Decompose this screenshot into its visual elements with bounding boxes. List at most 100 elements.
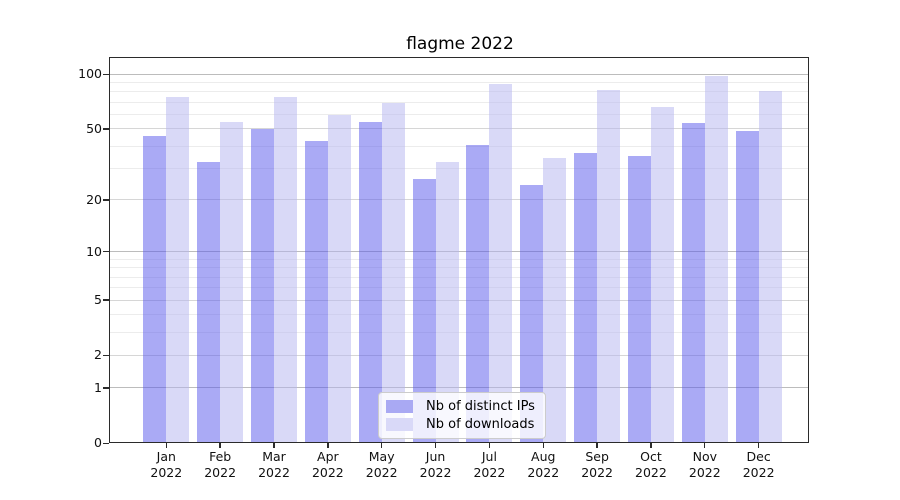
minor-gridline xyxy=(110,267,808,269)
x-tick-month: Apr xyxy=(317,449,339,465)
bar-downloads xyxy=(381,103,405,442)
legend-swatch-distinct-ips xyxy=(386,400,413,414)
x-tick-label: May 2022 xyxy=(354,449,410,481)
x-tick-month: Oct xyxy=(640,449,662,465)
x-tick-mark xyxy=(757,443,760,449)
bar-downloads xyxy=(597,89,621,442)
x-tick-month: Jan xyxy=(156,449,176,465)
bar-downloads xyxy=(220,121,244,442)
major-gridline xyxy=(110,73,808,75)
bar-downloads xyxy=(650,107,674,442)
bar-downloads xyxy=(274,96,297,442)
plot-area: Nb of distinct IPs Nb of downloads xyxy=(109,57,809,443)
bar-distinct-ips xyxy=(735,130,759,442)
major-gridline xyxy=(110,387,808,389)
legend-label-downloads: Nb of downloads xyxy=(426,416,535,432)
x-tick-year: 2022 xyxy=(688,465,721,481)
x-tick-month: Aug xyxy=(531,449,556,465)
x-tick-mark xyxy=(650,443,652,449)
bar-distinct-ips xyxy=(304,141,328,442)
legend-swatch-downloads xyxy=(386,417,413,431)
y-tick-label: 20 xyxy=(86,191,102,207)
x-tick-month: Jun xyxy=(425,449,446,465)
minor-gridline xyxy=(110,101,808,103)
bar-downloads xyxy=(166,96,190,442)
y-tick-mark xyxy=(103,354,109,357)
x-tick-label: Apr 2022 xyxy=(300,449,356,481)
bar-downloads xyxy=(435,162,459,442)
x-tick-mark xyxy=(381,443,383,449)
bar-downloads xyxy=(758,90,782,442)
x-tick-mark xyxy=(434,443,437,449)
x-tick-mark xyxy=(165,443,167,449)
x-tick-year: 2022 xyxy=(635,465,667,481)
y-tick-mark xyxy=(103,442,109,444)
major-gridline xyxy=(110,299,808,301)
legend: Nb of distinct IPs Nb of downloads xyxy=(378,392,546,439)
major-gridline xyxy=(110,128,808,130)
y-tick-label: 0 xyxy=(94,435,102,451)
minor-gridline xyxy=(110,145,808,147)
x-tick-year: 2022 xyxy=(150,465,183,481)
y-tick-mark xyxy=(103,250,109,253)
x-tick-label: Feb 2022 xyxy=(192,449,248,481)
x-tick-month: Jul xyxy=(481,449,497,465)
minor-gridline xyxy=(110,314,808,316)
y-tick-label: 100 xyxy=(78,66,102,82)
x-tick-year: 2022 xyxy=(204,465,237,481)
y-tick-label: 10 xyxy=(86,243,102,259)
bar-distinct-ips xyxy=(412,178,436,442)
x-tick-month: Nov xyxy=(692,449,717,465)
major-gridline xyxy=(110,199,808,201)
x-tick-year: 2022 xyxy=(311,465,344,481)
x-tick-label: Jan 2022 xyxy=(138,449,194,481)
bar-distinct-ips xyxy=(197,162,221,442)
x-tick-mark xyxy=(596,443,598,449)
x-tick-label: Mar 2022 xyxy=(246,449,302,481)
y-tick-label: 2 xyxy=(94,347,102,363)
x-tick-month: Feb xyxy=(209,449,232,465)
bar-distinct-ips xyxy=(358,121,382,442)
bar-downloads xyxy=(543,157,567,442)
x-tick-mark xyxy=(488,443,491,449)
y-tick-label: 1 xyxy=(94,379,102,395)
y-tick-mark xyxy=(103,73,109,75)
bar-distinct-ips xyxy=(143,135,167,442)
minor-gridline xyxy=(110,331,808,333)
x-tick-label: Jul 2022 xyxy=(461,449,517,481)
x-tick-year: 2022 xyxy=(365,465,398,481)
minor-gridline xyxy=(110,258,808,260)
minor-gridline xyxy=(110,82,808,84)
x-tick-label: Sep 2022 xyxy=(569,449,625,481)
minor-gridline xyxy=(110,91,808,93)
x-tick-month: Mar xyxy=(262,449,286,465)
bar-downloads xyxy=(704,76,728,442)
bar-distinct-ips xyxy=(251,129,274,442)
bar-distinct-ips xyxy=(520,184,544,442)
x-tick-label: Jun 2022 xyxy=(408,449,464,481)
bar-distinct-ips xyxy=(574,153,598,442)
x-tick-mark xyxy=(327,443,329,449)
legend-label-distinct-ips: Nb of distinct IPs xyxy=(426,399,535,415)
bar-downloads xyxy=(327,114,351,442)
bar-distinct-ips xyxy=(466,145,490,442)
x-tick-label: Oct 2022 xyxy=(623,449,679,481)
x-tick-year: 2022 xyxy=(258,465,290,481)
x-tick-mark xyxy=(542,443,544,449)
x-tick-month: May xyxy=(368,449,395,465)
bar-downloads xyxy=(489,84,513,442)
y-tick-label: 5 xyxy=(94,292,102,308)
x-tick-mark xyxy=(219,443,221,449)
x-tick-label: Aug 2022 xyxy=(515,449,571,481)
minor-gridline xyxy=(110,114,808,116)
y-tick-mark xyxy=(103,387,109,389)
x-tick-mark xyxy=(704,443,706,449)
y-tick-mark xyxy=(103,128,109,130)
minor-gridline xyxy=(110,276,808,278)
major-gridline xyxy=(110,354,808,356)
x-tick-month: Dec xyxy=(746,449,771,465)
x-tick-year: 2022 xyxy=(473,465,506,481)
x-tick-year: 2022 xyxy=(581,465,613,481)
legend-item-downloads: Nb of downloads xyxy=(386,416,537,434)
